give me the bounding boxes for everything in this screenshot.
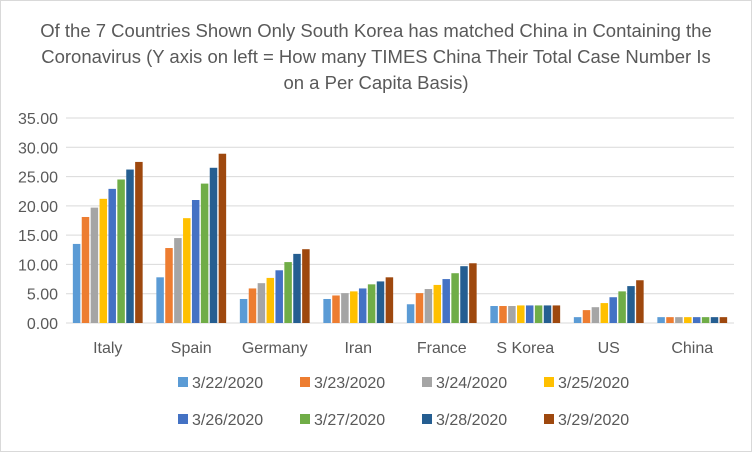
x-tick-label: S Korea	[496, 340, 554, 357]
y-tick-label: 35.00	[18, 111, 58, 128]
y-tick-label: 25.00	[18, 170, 58, 187]
y-tick-label: 15.00	[18, 228, 58, 245]
legend-label: 3/24/2020	[436, 375, 507, 392]
bar-spain-3/24/2020	[174, 238, 182, 323]
legend-swatch	[544, 377, 554, 387]
bar-china-3/27/2020	[701, 317, 710, 323]
bar-france-3/23/2020	[415, 293, 424, 323]
bar-iran-3/24/2020	[341, 293, 349, 323]
bar-france-3/22/2020	[406, 304, 415, 323]
bar-china-3/22/2020	[657, 317, 665, 323]
bar-germany-3/28/2020	[293, 253, 301, 323]
bar-us-3/22/2020	[573, 317, 582, 323]
bar-italy-3/27/2020	[117, 179, 125, 323]
bar-spain-3/28/2020	[209, 167, 218, 323]
bar-france-3/26/2020	[442, 279, 450, 323]
bar-china-3/23/2020	[666, 317, 674, 323]
bar-iran-3/27/2020	[367, 284, 376, 323]
bar-germany-3/27/2020	[284, 262, 292, 323]
legend-label: 3/27/2020	[314, 412, 385, 429]
bar-france-3/25/2020	[433, 284, 442, 323]
bar-france-3/28/2020	[460, 266, 468, 323]
bar-s-korea-3/25/2020	[517, 305, 525, 323]
bar-s-korea-3/22/2020	[490, 306, 498, 323]
x-tick-label: US	[598, 340, 620, 357]
legend-label: 3/22/2020	[192, 375, 263, 392]
chart-title: Of the 7 Countries Shown Only South Kore…	[40, 20, 712, 93]
bar-italy-3/24/2020	[90, 207, 99, 323]
bar-us-3/29/2020	[636, 280, 644, 323]
legend-swatch	[422, 414, 432, 424]
bar-s-korea-3/29/2020	[552, 305, 561, 323]
bar-iran-3/29/2020	[385, 277, 394, 323]
bar-spain-3/29/2020	[218, 153, 227, 323]
bar-s-korea-3/27/2020	[534, 305, 543, 323]
x-tick-label: Spain	[171, 340, 212, 357]
y-tick-label: 20.00	[18, 199, 58, 216]
bar-us-3/27/2020	[618, 291, 626, 323]
bar-spain-3/27/2020	[200, 183, 209, 323]
legend-swatch	[178, 377, 188, 387]
legend-label: 3/28/2020	[436, 412, 507, 429]
bar-s-korea-3/24/2020	[508, 306, 516, 323]
bar-spain-3/25/2020	[183, 218, 191, 323]
bar-china-3/25/2020	[684, 317, 692, 323]
legend-swatch	[178, 414, 188, 424]
x-tick-label: France	[417, 340, 467, 357]
legend-label: 3/23/2020	[314, 375, 385, 392]
bar-france-3/27/2020	[451, 273, 459, 323]
bar-us-3/25/2020	[600, 303, 609, 323]
bar-iran-3/22/2020	[323, 298, 331, 323]
legend-swatch	[300, 377, 310, 387]
bar-germany-3/26/2020	[275, 270, 283, 323]
bar-us-3/28/2020	[627, 286, 635, 323]
bar-us-3/24/2020	[591, 307, 600, 323]
bar-italy-3/26/2020	[108, 188, 116, 323]
y-tick-label: 30.00	[18, 140, 58, 157]
legend-label: 3/29/2020	[558, 412, 629, 429]
bar-iran-3/26/2020	[358, 288, 367, 323]
y-tick-label: 5.00	[27, 287, 58, 304]
bar-italy-3/22/2020	[72, 243, 81, 323]
legend-swatch	[544, 414, 554, 424]
x-tick-label: China	[671, 340, 713, 357]
bar-spain-3/26/2020	[191, 200, 200, 323]
bar-italy-3/29/2020	[135, 161, 143, 323]
bar-spain-3/23/2020	[165, 248, 173, 323]
y-tick-label: 0.00	[27, 316, 58, 333]
legend-swatch	[422, 377, 432, 387]
bar-italy-3/23/2020	[81, 216, 90, 323]
bar-iran-3/25/2020	[350, 291, 358, 323]
bar-china-3/26/2020	[692, 317, 701, 323]
bar-iran-3/28/2020	[376, 281, 385, 323]
bar-france-3/29/2020	[469, 263, 477, 323]
bar-germany-3/25/2020	[266, 277, 275, 323]
bar-germany-3/29/2020	[302, 249, 310, 323]
bar-italy-3/25/2020	[99, 198, 108, 323]
bar-china-3/28/2020	[710, 317, 719, 323]
legend-label: 3/26/2020	[192, 412, 263, 429]
bar-germany-3/22/2020	[239, 298, 248, 323]
legend-swatch	[300, 414, 310, 424]
x-tick-label: Iran	[344, 340, 372, 357]
bar-germany-3/24/2020	[257, 283, 266, 323]
x-tick-label: Germany	[242, 340, 308, 357]
bar-s-korea-3/26/2020	[525, 305, 534, 323]
x-tick-label: Italy	[93, 340, 122, 357]
legend-label: 3/25/2020	[558, 375, 629, 392]
bar-spain-3/22/2020	[156, 277, 164, 323]
bar-china-3/24/2020	[675, 317, 683, 323]
bar-italy-3/28/2020	[126, 169, 134, 323]
bar-iran-3/23/2020	[332, 295, 340, 323]
bar-s-korea-3/28/2020	[543, 305, 552, 323]
bar-france-3/24/2020	[424, 289, 433, 323]
bar-china-3/29/2020	[719, 317, 728, 323]
bar-us-3/23/2020	[582, 310, 591, 323]
bar-us-3/26/2020	[609, 297, 617, 323]
bar-s-korea-3/23/2020	[499, 306, 507, 323]
bar-germany-3/23/2020	[248, 288, 257, 323]
y-tick-label: 10.00	[18, 257, 58, 274]
